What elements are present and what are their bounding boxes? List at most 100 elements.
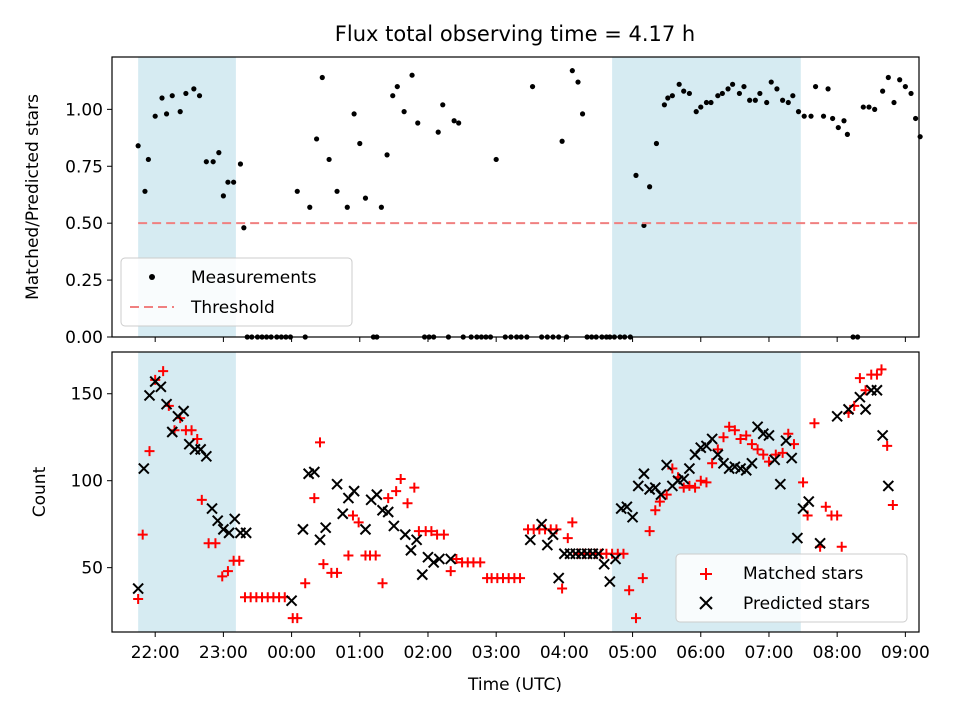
measurements-point bbox=[529, 83, 536, 90]
measurements-point bbox=[736, 90, 743, 97]
measurements-point bbox=[163, 111, 170, 117]
measurements-point bbox=[319, 74, 325, 81]
predicted-stars-point bbox=[854, 391, 866, 403]
predicted-stars-point bbox=[678, 473, 690, 485]
predicted-stars-point bbox=[604, 575, 616, 588]
measurements-point bbox=[378, 204, 384, 210]
predicted-stars-point bbox=[859, 403, 872, 416]
predicted-stars-point bbox=[598, 558, 610, 570]
predicted-stars-point bbox=[626, 511, 639, 523]
predicted-stars-point bbox=[541, 539, 554, 551]
predicted-stars-point bbox=[308, 466, 321, 478]
measurements-point bbox=[686, 90, 693, 97]
matched-stars-point bbox=[567, 517, 578, 528]
matched-stars-point bbox=[222, 566, 233, 577]
matched-stars-point bbox=[707, 458, 718, 469]
matched-stars-point bbox=[729, 425, 740, 436]
matched-stars-point bbox=[860, 385, 871, 396]
predicted-stars-point bbox=[882, 480, 895, 492]
top-legend-box bbox=[120, 257, 353, 327]
measurements-point bbox=[307, 204, 313, 210]
matched-stars-point bbox=[798, 477, 809, 488]
matched-stars-point bbox=[777, 447, 788, 458]
x-tick-label: 07:00 bbox=[744, 643, 793, 663]
predicted-stars-point bbox=[416, 568, 429, 581]
matched-stars-point bbox=[347, 510, 358, 521]
y-tick-label: 0.50 bbox=[65, 214, 103, 234]
predicted-stars-point bbox=[382, 506, 394, 518]
measurements-point bbox=[210, 159, 216, 165]
measurements-point bbox=[237, 161, 244, 167]
measurements-point bbox=[440, 102, 446, 108]
legend-marker-measurements bbox=[149, 274, 155, 280]
matched-stars-point bbox=[426, 526, 437, 537]
predicted-stars-point bbox=[592, 548, 605, 560]
measurements-point bbox=[795, 109, 802, 115]
matched-stars-point bbox=[217, 571, 228, 582]
measurements-point bbox=[169, 93, 175, 99]
measurements-point bbox=[902, 83, 908, 90]
measurements-point bbox=[456, 120, 462, 126]
measurements-point bbox=[362, 195, 369, 201]
measurements-point bbox=[820, 113, 827, 119]
measurements-point bbox=[394, 83, 400, 90]
measurements-point bbox=[334, 188, 340, 194]
matched-stars-point bbox=[332, 567, 343, 578]
matched-stars-point bbox=[309, 493, 320, 504]
measurements-point bbox=[559, 138, 565, 144]
measurements-point bbox=[801, 113, 807, 119]
matched-stars-point bbox=[690, 482, 701, 493]
y-tick-label: 0.25 bbox=[65, 271, 103, 291]
measurements-point bbox=[191, 86, 197, 92]
measurements-point bbox=[885, 74, 891, 81]
measurements-point bbox=[294, 188, 300, 194]
measurements-point bbox=[698, 104, 704, 110]
measurements-point bbox=[830, 115, 836, 122]
matched-stars-point bbox=[836, 541, 847, 552]
measurements-point bbox=[676, 81, 682, 87]
predicted-stars-point bbox=[285, 594, 298, 607]
measurements-point bbox=[579, 111, 586, 117]
measurements-point bbox=[231, 179, 237, 185]
predicted-stars-point bbox=[683, 462, 696, 475]
measurements-point bbox=[841, 118, 847, 124]
measurements-point bbox=[681, 88, 687, 94]
predicted-stars-point bbox=[177, 405, 190, 417]
predicted-stars-point bbox=[876, 429, 889, 442]
predicted-stars-point bbox=[780, 434, 792, 447]
x-tick-label: 02:00 bbox=[403, 643, 452, 663]
matched-stars-point bbox=[758, 449, 769, 460]
x-tick-label: 23:00 bbox=[199, 643, 248, 663]
x-tick-label: 06:00 bbox=[676, 643, 725, 663]
measurements-point bbox=[757, 90, 763, 97]
matched-stars-point bbox=[678, 482, 689, 493]
matched-stars-point bbox=[746, 439, 757, 450]
predicted-stars-point bbox=[348, 485, 360, 497]
measurements-point bbox=[860, 104, 866, 110]
measurements-point bbox=[665, 95, 671, 101]
measurements-point bbox=[493, 156, 499, 163]
measurements-point bbox=[177, 109, 183, 115]
measurements-point bbox=[216, 150, 222, 156]
predicted-stars-point bbox=[143, 389, 156, 402]
predicted-stars-point bbox=[427, 556, 440, 569]
predicted-stars-point bbox=[535, 518, 548, 530]
predicted-stars-point bbox=[638, 468, 650, 480]
measurements-point bbox=[866, 104, 872, 110]
predicted-stars-point bbox=[655, 488, 667, 501]
predicted-stars-point bbox=[842, 403, 855, 416]
measurements-point bbox=[908, 90, 914, 97]
measurements-point bbox=[844, 131, 850, 137]
y-tick-label: 1.00 bbox=[65, 100, 103, 120]
matched-stars-point bbox=[370, 550, 381, 561]
measurements-point bbox=[808, 113, 814, 119]
predicted-stars-point bbox=[399, 528, 411, 541]
matched-stars-point bbox=[712, 444, 723, 455]
matched-stars-point bbox=[292, 613, 303, 624]
measurements-point bbox=[569, 68, 575, 74]
measurements-point bbox=[693, 109, 699, 115]
matched-stars-point bbox=[684, 480, 695, 491]
bottom-panel: 50 100 150 22:00 23:00 00:00 01:00 02:00 03:00 0… bbox=[30, 351, 930, 695]
matched-stars-point bbox=[887, 500, 898, 511]
